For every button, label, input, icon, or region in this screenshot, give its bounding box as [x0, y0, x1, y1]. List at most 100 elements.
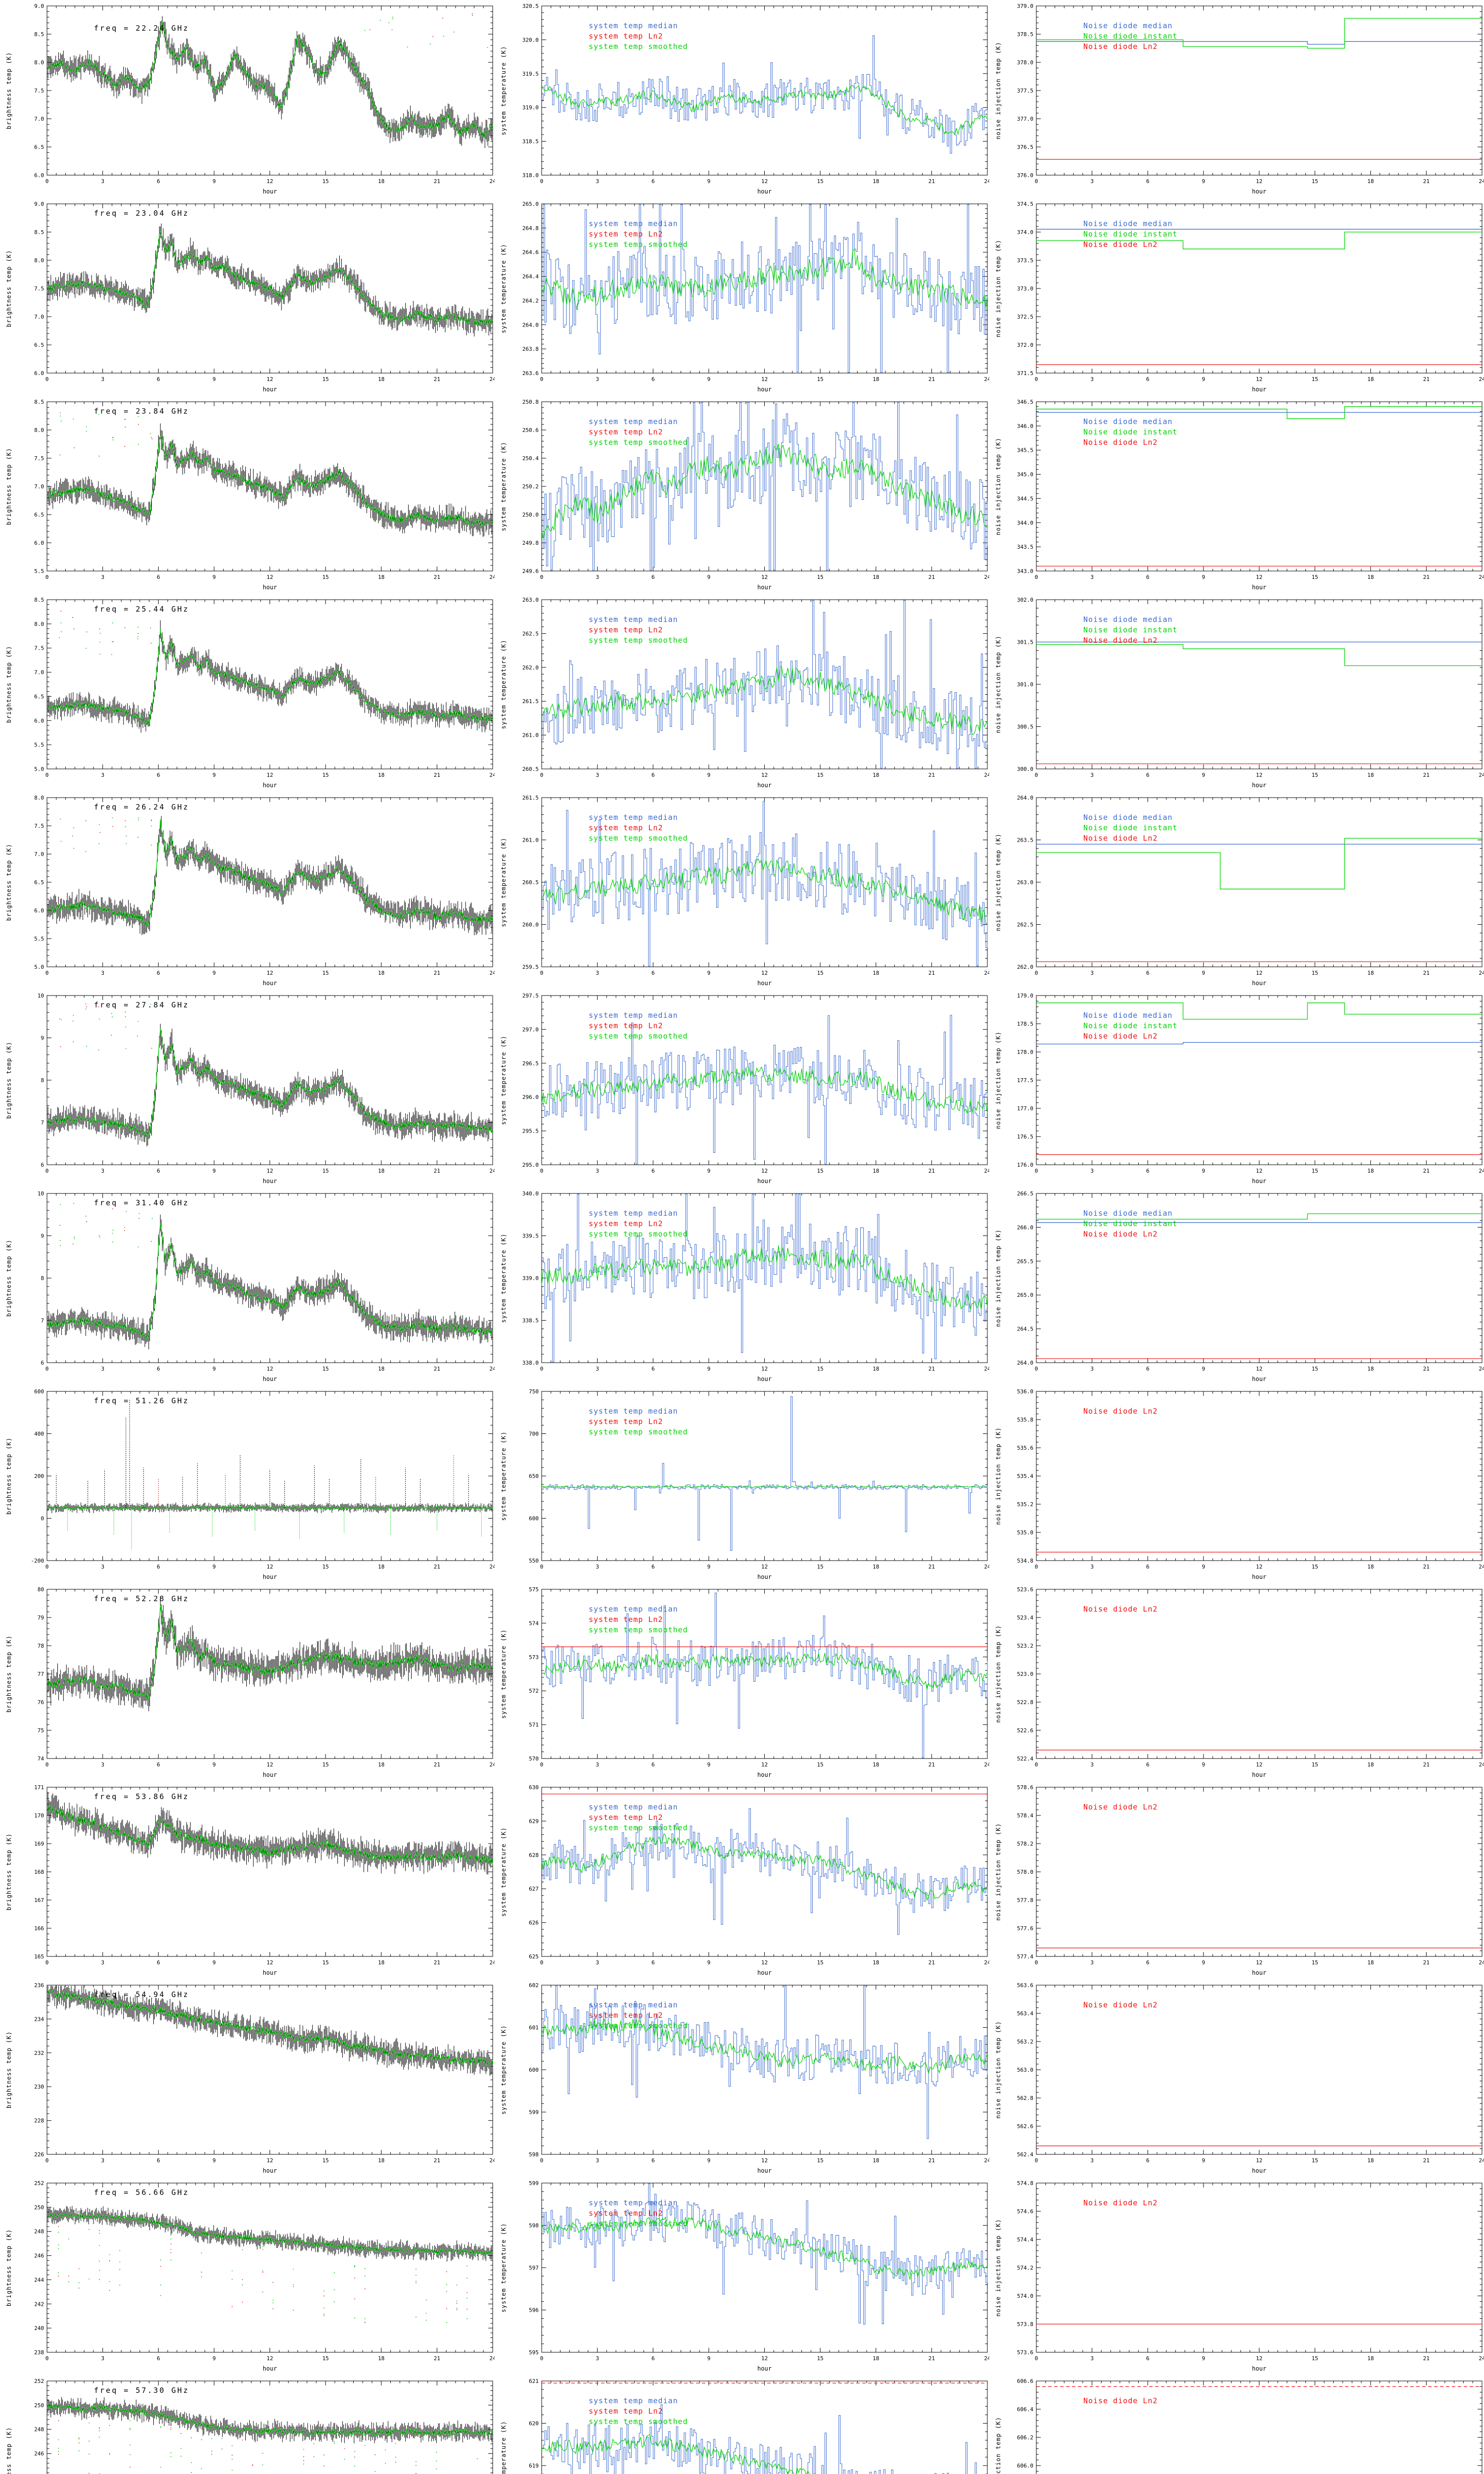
freq-label: freq = 52.28 GHz: [94, 1594, 189, 1603]
y-tick-label: 250.2: [522, 483, 539, 490]
y-tick-label: 373.5: [1017, 257, 1033, 264]
axis-ticks: [46, 797, 493, 967]
x-tick-label: 21: [434, 1168, 440, 1174]
x-tick-label: 15: [817, 2355, 824, 2362]
x-tick-label: 9: [1202, 1761, 1206, 1768]
x-tick-label: 0: [540, 376, 544, 382]
y-tick-label: 7.0: [34, 483, 44, 490]
x-tick-label: 21: [928, 376, 935, 382]
legend-entry: system temp median: [589, 813, 678, 822]
y-tick-label: 77: [38, 1671, 44, 1677]
y-tick-label: 577.6: [1017, 1925, 1033, 1932]
axis-ticks: [46, 1391, 493, 1561]
plot-cell-row10-right: 0 3 6 9 12 15 18 21 24 577.4 577.6 577.8 578.0 578.2 5…: [989, 1781, 1484, 1979]
x-tick-label: 12: [761, 2157, 768, 2164]
x-tick-label: 6: [157, 376, 160, 382]
x-axis-title: hour: [1252, 188, 1266, 195]
x-tick-label: 18: [1367, 1168, 1374, 1174]
artifact-dots-green: [58, 2415, 437, 2474]
x-tick-label: 21: [434, 574, 440, 580]
y-axis-title: noise injection temp (K): [995, 1823, 1002, 1920]
x-tick-label: 3: [1090, 376, 1094, 382]
brightness-temp-raw-series: [46, 1986, 493, 2076]
y-tick-label: 264.2: [522, 297, 539, 304]
y-tick-label: 263.0: [522, 597, 539, 603]
plot-row2-left: 0 3 6 9 12 15 18 21 24 6.0 6.5 7.0 7.5 8.0 8.5 9.0 hour b…: [5, 201, 495, 393]
x-tick-label: 0: [1035, 2355, 1038, 2362]
x-tick-label: 15: [323, 2157, 329, 2164]
y-tick-label: 169: [34, 1841, 44, 1847]
y-tick-label: 5.0: [34, 964, 44, 970]
x-tick-label: 24: [1479, 2355, 1484, 2362]
x-tick-label: 0: [46, 376, 49, 382]
x-tick-label: 21: [928, 574, 935, 580]
x-tick-label: 24: [1479, 1564, 1484, 1570]
x-tick-label: 15: [817, 970, 824, 976]
legend-entry: Noise diode median: [1083, 417, 1173, 426]
x-tick-label: 6: [157, 1761, 160, 1768]
x-tick-label: 0: [540, 1564, 544, 1570]
y-tick-label: 6.5: [34, 693, 44, 700]
x-tick-label: 21: [1423, 1366, 1430, 1372]
x-tick-label: 6: [1146, 1959, 1150, 1966]
x-tick-label: 18: [1367, 772, 1374, 778]
freq-label: freq = 53.86 GHz: [94, 1792, 189, 1801]
y-axis-title: noise injection temp (K): [995, 1427, 1002, 1524]
x-tick-label: 6: [1146, 376, 1150, 382]
brightness-temp-raw-series: [46, 620, 493, 733]
x-tick-label: 0: [1035, 2157, 1038, 2164]
plot-row1-right: 0 3 6 9 12 15 18 21 24 376.0 376.5 377.0 377.5 378.0 3…: [995, 3, 1484, 195]
y-tick-label: 248: [34, 2229, 44, 2235]
plot-row7-right: 0 3 6 9 12 15 18 21 24 264.0 264.5 265.0 265.5 266.0 2…: [995, 1190, 1484, 1382]
legend-entry: Noise diode instant: [1083, 32, 1178, 41]
y-tick-label: 7.5: [34, 645, 44, 652]
y-tick-label: 178.0: [1017, 1049, 1033, 1055]
y-axis-title: brightness temp (K): [5, 646, 12, 723]
plot-frame: [1036, 1787, 1483, 1957]
y-tick-label: 301.0: [1017, 681, 1033, 688]
axis-ticks: [541, 5, 988, 176]
y-tick-label: 10: [38, 1190, 44, 1197]
y-tick-label: 9: [41, 1233, 44, 1239]
x-tick-label: 24: [984, 178, 989, 185]
y-tick-label: 574.4: [1017, 2236, 1033, 2243]
legend-entry: Noise diode instant: [1083, 428, 1178, 436]
x-tick-label: 9: [213, 1761, 216, 1768]
plot-row2-right: 0 3 6 9 12 15 18 21 24 371.5 372.0 372.5 373.0 373.5 3…: [995, 201, 1484, 393]
x-axis-title: hour: [757, 1771, 772, 1778]
y-tick-label: 578.4: [1017, 1812, 1033, 1819]
plot-row1-left: 0 3 6 9 12 15 18 21 24 6.0 6.5 7.0 7.5 8.0 8.5 9.0 hour b…: [5, 3, 495, 195]
legend-entry: Noise diode median: [1083, 21, 1173, 30]
brightness-temp-raw-series: [46, 423, 493, 537]
y-tick-label: 8.0: [34, 59, 44, 66]
y-tick-label: 5.5: [34, 742, 44, 748]
x-tick-label: 15: [1312, 376, 1318, 382]
x-tick-label: 21: [928, 1959, 935, 1966]
y-tick-label: 249.8: [522, 540, 539, 546]
x-axis-title: hour: [263, 1376, 277, 1382]
x-tick-label: 15: [817, 1761, 824, 1768]
y-tick-label: 75: [38, 1727, 44, 1734]
x-tick-label: 9: [1202, 2157, 1206, 2164]
artifact-dots-green: [58, 2224, 468, 2323]
legend-entry: system temp smoothed: [589, 1230, 688, 1238]
y-tick-label: 9: [41, 1035, 44, 1042]
axis-ticks: [541, 2380, 988, 2474]
brightness-temp-smoothed-series: [46, 1605, 493, 1699]
y-tick-label: 262.0: [522, 665, 539, 671]
legend-entry: Noise diode instant: [1083, 230, 1178, 238]
y-tick-label: 563.4: [1017, 2010, 1033, 2017]
y-tick-label: 200: [34, 1473, 44, 1479]
legend-entry: system temp median: [589, 1209, 678, 1218]
plot-cell-row4-right: 0 3 6 9 12 15 18 21 24 300.0 300.5 301.0 301.5 302.0 h…: [989, 594, 1484, 792]
y-tick-label: 600: [529, 2067, 539, 2073]
artifact-dots-red: [59, 1208, 152, 1244]
axis-ticks: [1036, 599, 1483, 769]
x-tick-label: 9: [707, 1959, 711, 1966]
y-tick-label: 263.8: [522, 346, 539, 352]
y-tick-label: 523.4: [1017, 1615, 1033, 1621]
legend-entry: system temp Ln2: [589, 230, 663, 238]
legend-entry: system temp smoothed: [589, 42, 688, 51]
y-tick-label: 74: [38, 1756, 45, 1762]
axis-ticks: [1036, 2380, 1483, 2472]
